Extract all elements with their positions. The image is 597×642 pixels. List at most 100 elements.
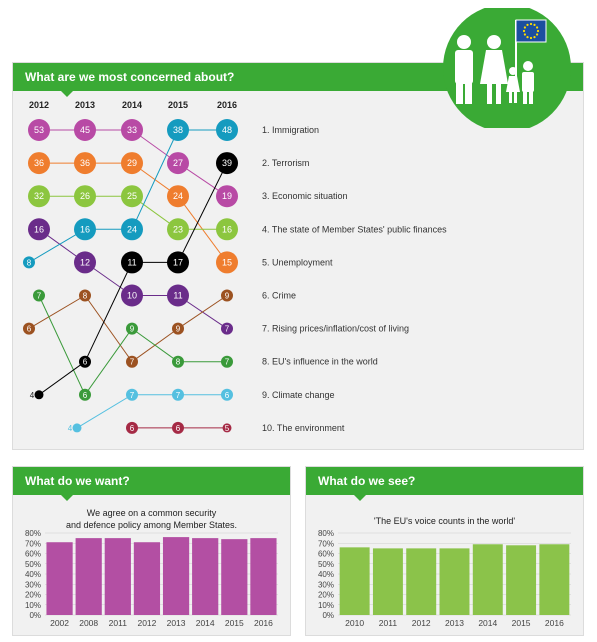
svg-text:12: 12 bbox=[80, 257, 90, 267]
y-tick-label: 60% bbox=[318, 550, 334, 559]
bump-point: 8 bbox=[23, 256, 35, 269]
svg-text:33: 33 bbox=[127, 125, 137, 135]
bump-point: 33 bbox=[121, 119, 143, 141]
bar-2002 bbox=[46, 542, 73, 615]
legend-item: 8. EU's influence in the world bbox=[262, 357, 378, 367]
svg-text:24: 24 bbox=[127, 224, 137, 234]
x-tick-label: 2010 bbox=[345, 618, 364, 628]
series-line-7 bbox=[38, 295, 86, 396]
legend-item: 10. The environment bbox=[262, 423, 345, 433]
bump-point: 32 bbox=[28, 185, 50, 208]
x-tick-label: 2014 bbox=[478, 618, 497, 628]
svg-text:16: 16 bbox=[222, 224, 232, 234]
series-line-5 bbox=[131, 129, 179, 230]
svg-text:7: 7 bbox=[176, 391, 181, 400]
svg-text:36: 36 bbox=[34, 158, 44, 168]
y-tick-label: 70% bbox=[25, 539, 41, 548]
bar-2011 bbox=[372, 548, 403, 615]
legend-item: 4. The state of Member States' public fi… bbox=[262, 224, 447, 234]
series-line-8 bbox=[84, 262, 133, 362]
series-line-6 bbox=[28, 295, 86, 330]
svg-text:15: 15 bbox=[222, 257, 232, 267]
y-tick-label: 30% bbox=[25, 580, 41, 589]
bar-2011 bbox=[104, 538, 131, 615]
legend-item: 1. Immigration bbox=[262, 125, 319, 135]
bump-point: 7 bbox=[126, 388, 138, 401]
bump-point: 11 bbox=[167, 284, 189, 307]
bump-point: 24 bbox=[121, 218, 143, 241]
bar-2016 bbox=[539, 544, 570, 615]
svg-text:11: 11 bbox=[173, 291, 182, 301]
y-tick-label: 40% bbox=[25, 570, 41, 579]
bump-point: 53 bbox=[28, 119, 50, 141]
want-bar-chart: 0%10%20% 30%40%50%60% 70%80% 2002 2008 2011 20… bbox=[25, 529, 278, 628]
series-line-8 bbox=[177, 162, 228, 263]
year-label-2014: 2014 bbox=[122, 100, 142, 110]
svg-text:32: 32 bbox=[34, 191, 44, 201]
svg-text:36: 36 bbox=[80, 158, 90, 168]
y-tick-label: 80% bbox=[318, 529, 334, 538]
bump-point: 29 bbox=[121, 152, 143, 175]
x-tick-label: 2012 bbox=[412, 618, 431, 628]
y-tick-label: 30% bbox=[318, 580, 334, 589]
bump-point: 38 bbox=[167, 119, 189, 141]
bump-point: 45 bbox=[74, 119, 96, 141]
bump-point: 26 bbox=[74, 185, 96, 208]
bump-point: 6 bbox=[23, 322, 35, 335]
svg-text:39: 39 bbox=[222, 158, 232, 168]
series-line-6 bbox=[84, 295, 133, 362]
svg-text:7: 7 bbox=[130, 391, 135, 400]
bar-2015 bbox=[506, 545, 537, 615]
bar-2016 bbox=[250, 538, 277, 615]
y-tick-label: 50% bbox=[318, 560, 334, 569]
svg-text:6: 6 bbox=[225, 391, 230, 400]
want-panel: What do we want? We agree on a common se… bbox=[12, 466, 291, 636]
y-tick-label: 80% bbox=[25, 529, 41, 538]
bump-point: 7 bbox=[33, 289, 45, 302]
bump-point: 15 bbox=[216, 251, 238, 274]
svg-text:9: 9 bbox=[130, 325, 135, 334]
bump-point: 7 bbox=[221, 322, 233, 335]
svg-text:6: 6 bbox=[83, 358, 88, 367]
bump-point: 9 bbox=[221, 289, 233, 302]
svg-text:25: 25 bbox=[127, 191, 137, 201]
see-panel: What do we see? 'The EU's voice counts i… bbox=[305, 466, 584, 636]
series-line-6 bbox=[177, 295, 228, 330]
series-line-9 bbox=[76, 394, 133, 429]
bump-point: 12 bbox=[74, 251, 96, 274]
x-tick-label: 2011 bbox=[379, 618, 398, 628]
bump-point: 8 bbox=[79, 289, 91, 302]
x-tick-label: 2002 bbox=[50, 618, 69, 628]
bump-point: 6 bbox=[221, 388, 233, 401]
x-tick-label: 2011 bbox=[109, 618, 128, 628]
bar-2015 bbox=[221, 539, 248, 615]
bump-point: 9 bbox=[126, 322, 138, 335]
svg-text:23: 23 bbox=[173, 224, 183, 234]
svg-text:11: 11 bbox=[127, 257, 136, 267]
x-tick-label: 2008 bbox=[79, 618, 98, 628]
bump-point: 6 bbox=[172, 421, 184, 434]
see-bar-chart: 0%10%20% 30%40%50%60% 70%80% 2010 2011 2012 20… bbox=[318, 529, 571, 628]
svg-text:8: 8 bbox=[83, 292, 88, 301]
y-tick-label: 60% bbox=[25, 550, 41, 559]
bar-2012 bbox=[406, 548, 437, 615]
series-line-8 bbox=[38, 361, 86, 396]
year-label-2012: 2012 bbox=[29, 100, 49, 110]
see-subtitle: 'The EU's voice counts in the world' bbox=[373, 516, 516, 526]
bump-point: 7 bbox=[126, 355, 138, 368]
bump-point: 10 bbox=[121, 284, 143, 307]
svg-text:5: 5 bbox=[225, 424, 230, 433]
x-tick-label: 2015 bbox=[512, 618, 531, 628]
bump-point: 39 bbox=[216, 152, 238, 175]
bump-point: 23 bbox=[167, 218, 189, 241]
bump-point: 36 bbox=[74, 152, 96, 175]
x-tick-label: 2014 bbox=[196, 618, 215, 628]
y-tick-label: 0% bbox=[322, 611, 334, 620]
want-header: What do we want? bbox=[13, 467, 290, 501]
y-tick-label: 0% bbox=[29, 611, 41, 620]
svg-text:7: 7 bbox=[37, 292, 42, 301]
legend-item: 9. Climate change bbox=[262, 390, 335, 400]
svg-text:9: 9 bbox=[176, 325, 181, 334]
series-line-7 bbox=[84, 328, 133, 396]
svg-text:6: 6 bbox=[130, 424, 135, 433]
